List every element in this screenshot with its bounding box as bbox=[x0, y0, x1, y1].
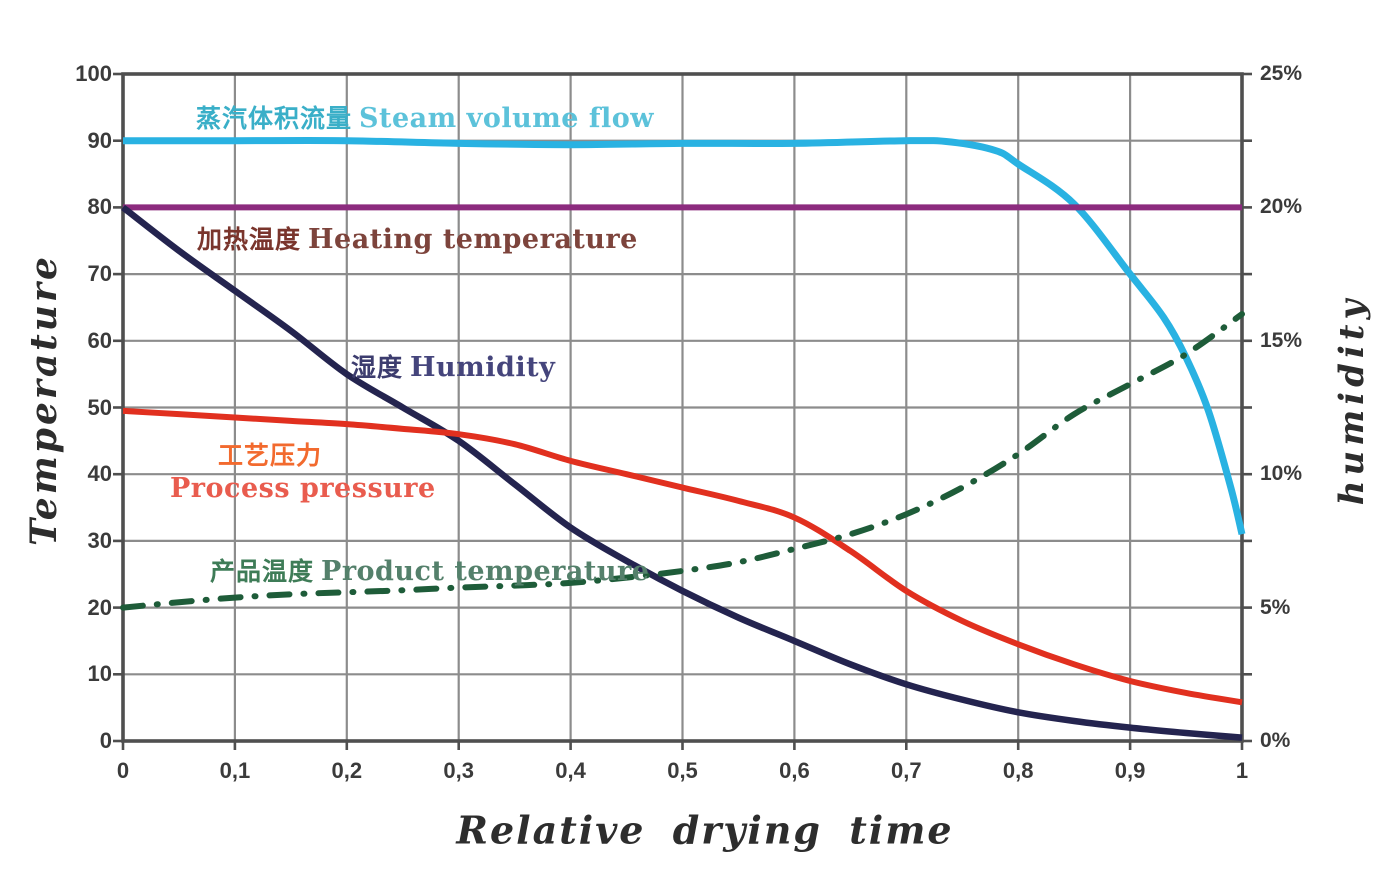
y-tick-label-right: 20% bbox=[1260, 195, 1303, 219]
x-tick-label: 0,8 bbox=[1002, 758, 1034, 783]
series-curve-humidity bbox=[121, 204, 1243, 741]
y-tick-label-left: 30 bbox=[87, 527, 112, 553]
x-tick-label: 0,2 bbox=[331, 758, 363, 783]
y-tick-label-right: 25% bbox=[1260, 62, 1303, 85]
y-tick-label-right: 10% bbox=[1260, 462, 1303, 486]
y-tick-label-right: 15% bbox=[1260, 328, 1303, 352]
y-tick-label-left: 0 bbox=[99, 728, 112, 753]
series-label-humidity-en: Humidity bbox=[410, 352, 556, 383]
series-label-process-zh: 工艺压力 bbox=[218, 441, 323, 470]
series-label-steam-en: Steam volume flow bbox=[359, 103, 654, 134]
x-tick-label: 0,3 bbox=[443, 758, 474, 783]
series-label-heating-zh: 加热温度 bbox=[197, 225, 302, 254]
y-tick-label-left: 80 bbox=[87, 194, 112, 220]
series-label-humidity-zh: 湿度 bbox=[351, 353, 404, 382]
x-tick-label: 0,6 bbox=[779, 758, 810, 783]
series-label-steam-zh: 蒸汽体积流量 bbox=[196, 104, 353, 133]
y-tick-label-left: 10 bbox=[87, 661, 112, 687]
x-tick-label: 1 bbox=[1235, 758, 1249, 783]
x-tick-label: 0,4 bbox=[555, 758, 586, 783]
x-tick-label: 0,7 bbox=[891, 758, 922, 783]
x-tick-label: 0,1 bbox=[219, 758, 251, 783]
series-label-product-en: Product temperature bbox=[321, 556, 650, 587]
series-label-process-pressure: 工艺压力 Process pressure bbox=[170, 436, 436, 504]
x-tick-label: 0,5 bbox=[667, 758, 698, 783]
series-curve-process_pressure bbox=[122, 407, 1243, 706]
x-tick-label: 0 bbox=[116, 758, 130, 783]
y-axis-title-right: humidity bbox=[1332, 294, 1372, 506]
series-label-process-en: Process pressure bbox=[170, 473, 436, 504]
y-tick-label-left: 70 bbox=[87, 261, 112, 287]
x-tick-label: 0,9 bbox=[1114, 758, 1146, 783]
y-tick-label-left: 40 bbox=[87, 461, 112, 487]
x-axis-title: Relative drying time bbox=[456, 807, 954, 853]
y-tick-label-left: 60 bbox=[87, 327, 112, 353]
series-label-product-zh: 产品温度 bbox=[210, 557, 315, 586]
y-tick-label-left: 20 bbox=[87, 594, 112, 620]
y-tick-label-right: 5% bbox=[1260, 595, 1291, 619]
y-tick-label-left: 100 bbox=[75, 61, 112, 86]
series-label-steam-volume-flow: 蒸汽体积流量 Steam volume flow bbox=[196, 99, 654, 135]
y-tick-label-right: 0% bbox=[1260, 729, 1291, 752]
series-label-humidity: 湿度 Humidity bbox=[351, 348, 555, 384]
y-tick-label-left: 50 bbox=[87, 394, 112, 420]
series-label-heating-en: Heating temperature bbox=[308, 224, 638, 255]
y-tick-label-left: 90 bbox=[87, 127, 112, 153]
series-label-product-temperature: 产品温度 Product temperature bbox=[210, 552, 649, 588]
series-label-heating-temperature: 加热温度 Heating temperature bbox=[197, 220, 638, 256]
